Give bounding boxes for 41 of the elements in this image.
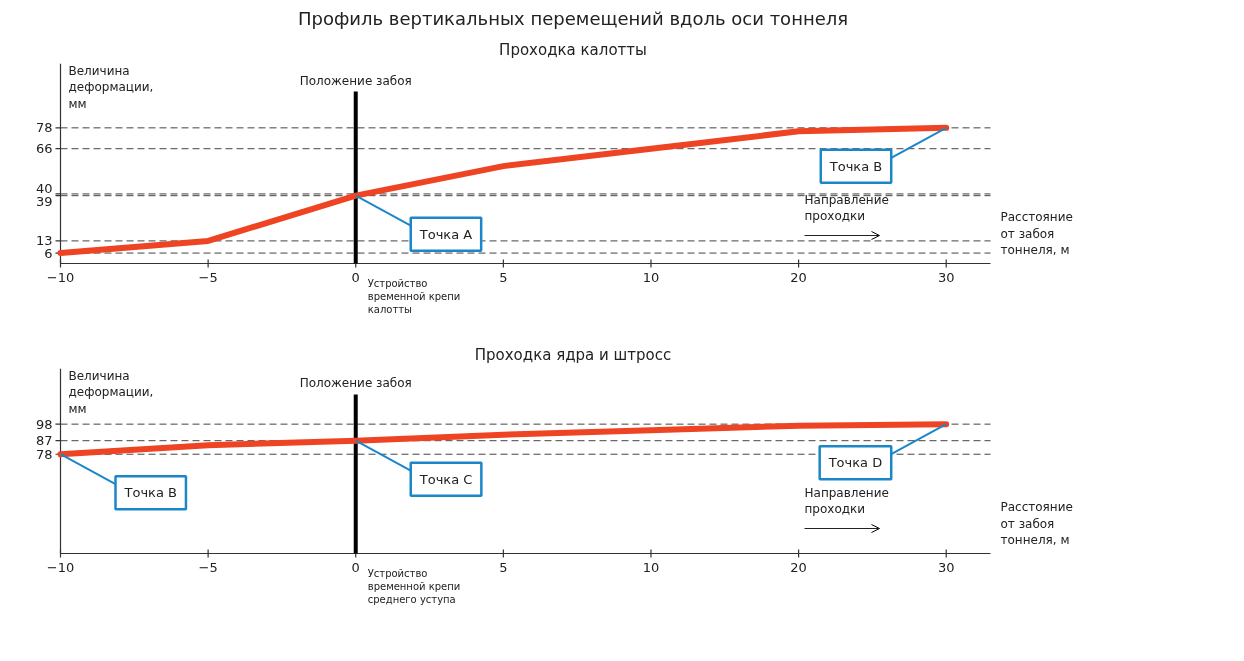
y-tick-label: 13 [35,232,53,248]
x-tick-label: 5 [499,269,508,285]
y-tick-label: 98 [35,416,53,432]
text: Устройство временной крепи среднего уступа [367,567,461,605]
y-tick-label: 39 [35,193,53,209]
y-axis-title: Величина деформации, мм [68,63,154,112]
x-tick-label: −5 [198,559,218,575]
x-tick-label: 30 [937,269,955,285]
chart-subtitle: Проходка калотты [499,40,647,59]
x-tick-label: 30 [937,559,955,575]
annotation: Точка В [828,158,883,174]
x-tick-label: 5 [499,559,508,575]
y-tick-label: 66 [35,141,53,157]
x-tick-label: 20 [790,559,807,575]
y-tick-label: 87 [35,433,53,449]
annotation: Точка С [418,471,473,487]
annotation: Направление проходки [804,192,889,224]
y-tick-label: 6 [44,245,53,261]
ref-line-label: Положение забоя [299,73,412,88]
y-axis-title: Величина деформации, мм [68,368,154,417]
x-tick-label: −10 [46,559,75,575]
y-tick-label: 78 [35,446,53,462]
chart-title: Профиль вертикальных перемещений вдоль оси тоннеля [297,7,849,29]
x-tick-label: −10 [46,269,75,285]
x-axis-title: Расстояние от забоя тоннеля, м [1000,209,1073,258]
annotation: Точка А [418,226,473,242]
x-tick-label: −5 [198,269,218,285]
annotation: Точка В [123,485,177,501]
x-tick-label: 0 [351,559,360,575]
x-tick-label: 10 [642,269,660,285]
y-tick-label: 78 [35,120,53,136]
annotation: Точка D [827,455,883,471]
y-tick-label: 40 [35,180,53,196]
ref-line-label: Положение забоя [299,376,412,391]
chart-title: Проходка ядра и штросс [474,345,672,364]
text: Устройство временной крепи калотты [367,277,461,315]
x-tick-label: 10 [642,559,660,575]
x-axis-title: Расстояние от забоя тоннеля, м [1000,499,1073,548]
x-tick-label: 20 [790,269,807,285]
x-tick-label: 0 [351,269,360,285]
annotation: Направление проходки [804,485,889,517]
